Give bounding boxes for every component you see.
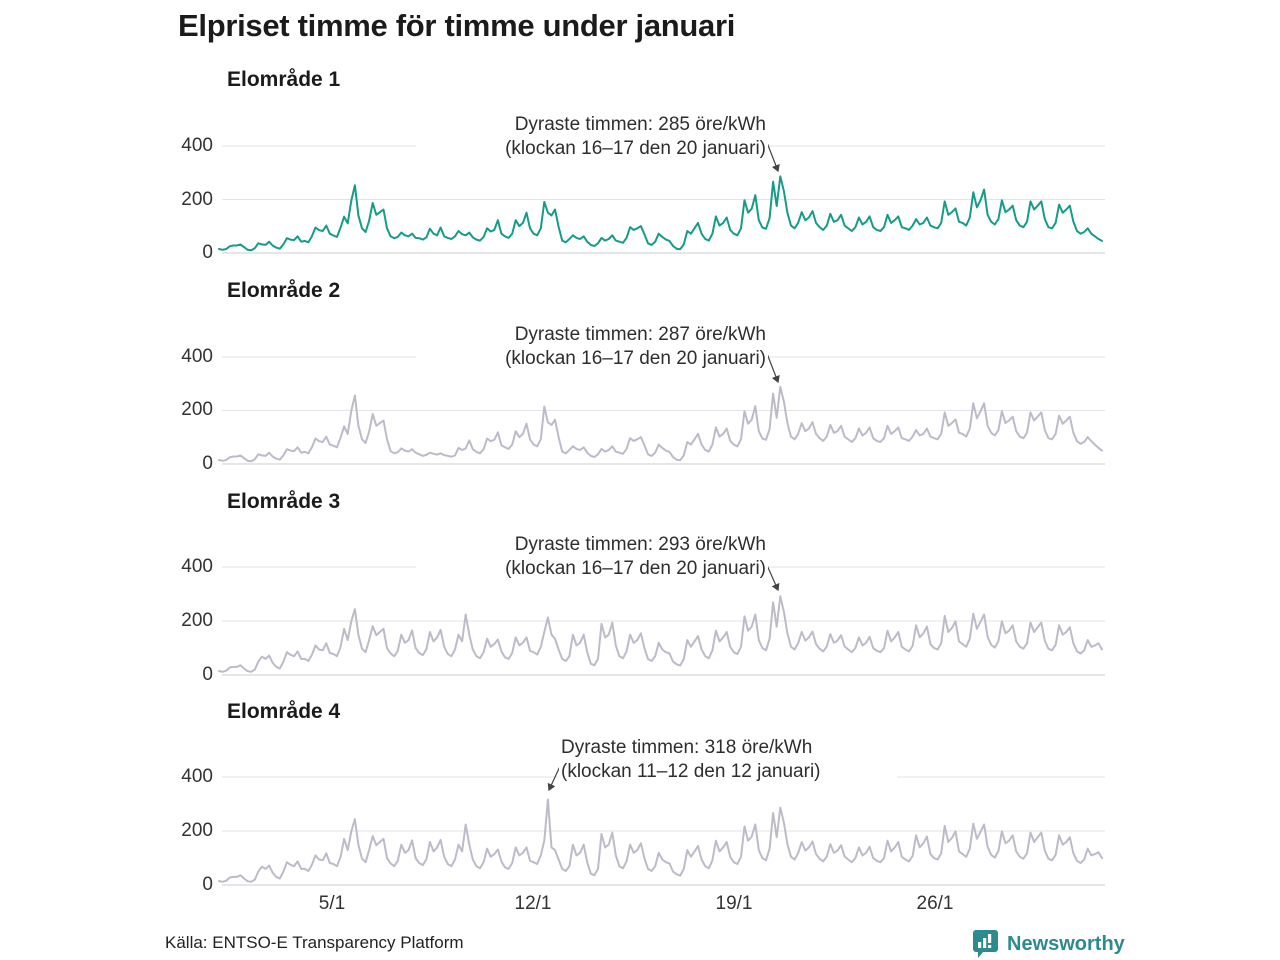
y-tick-0: 0 [202,242,213,263]
brand-logo: Newsworthy [972,929,1125,959]
series-line-3 [218,595,1103,673]
y-tick-0: 0 [202,453,213,474]
annotation-line1: Dyraste timmen: 318 öre/kWh [561,737,813,758]
panel-title-elomrade-4: Elområde 4 [227,700,341,723]
page-title: Elpriset timme för timme under januari [178,8,736,43]
annotation-line1: Dyraste timmen: 285 öre/kWh [514,114,766,135]
y-tick-400: 400 [181,556,213,577]
annotation-line2: (klockan 16–17 den 20 januari) [505,138,766,159]
x-tick-19-1: 19/1 [715,893,753,914]
annotation-panel-3: Dyraste timmen: 293 öre/kWh (klockan 16–… [416,532,768,582]
annotation-line1: Dyraste timmen: 287 öre/kWh [514,324,766,345]
series-line-1 [218,175,1103,252]
annotation-panel-4: Dyraste timmen: 318 öre/kWh (klockan 11–… [559,735,897,785]
y-tick-200: 200 [181,610,213,631]
panel-title-elomrade-1: Elområde 1 [227,68,341,91]
annotation-line2: (klockan 11–12 den 12 januari) [561,761,821,782]
series-line-4 [218,798,1103,883]
y-tick-200: 200 [181,820,213,841]
annotation-line2: (klockan 16–17 den 20 januari) [505,558,766,579]
y-tick-200: 200 [181,399,213,420]
newsworthy-icon [973,930,998,958]
series-line-2 [218,385,1103,463]
x-tick-5-1: 5/1 [318,893,346,914]
annotation-panel-2: Dyraste timmen: 287 öre/kWh (klockan 16–… [416,322,768,372]
y-tick-400: 400 [181,135,213,156]
panel-title-elomrade-2: Elområde 2 [227,279,341,302]
y-tick-200: 200 [181,189,213,210]
y-tick-0: 0 [202,664,213,685]
x-tick-12-1: 12/1 [514,893,552,914]
panel-title-elomrade-3: Elområde 3 [227,490,341,513]
x-tick-26-1: 26/1 [916,893,954,914]
y-tick-400: 400 [181,346,213,367]
y-tick-400: 400 [181,766,213,787]
annotation-panel-1: Dyraste timmen: 285 öre/kWh (klockan 16–… [416,112,768,162]
y-tick-0: 0 [202,874,213,895]
annotation-line2: (klockan 16–17 den 20 januari) [505,348,766,369]
source-credit: Källa: ENTSO-E Transparency Platform [165,933,464,952]
brand-name: Newsworthy [1007,932,1125,955]
annotation-line1: Dyraste timmen: 293 öre/kWh [514,534,766,555]
